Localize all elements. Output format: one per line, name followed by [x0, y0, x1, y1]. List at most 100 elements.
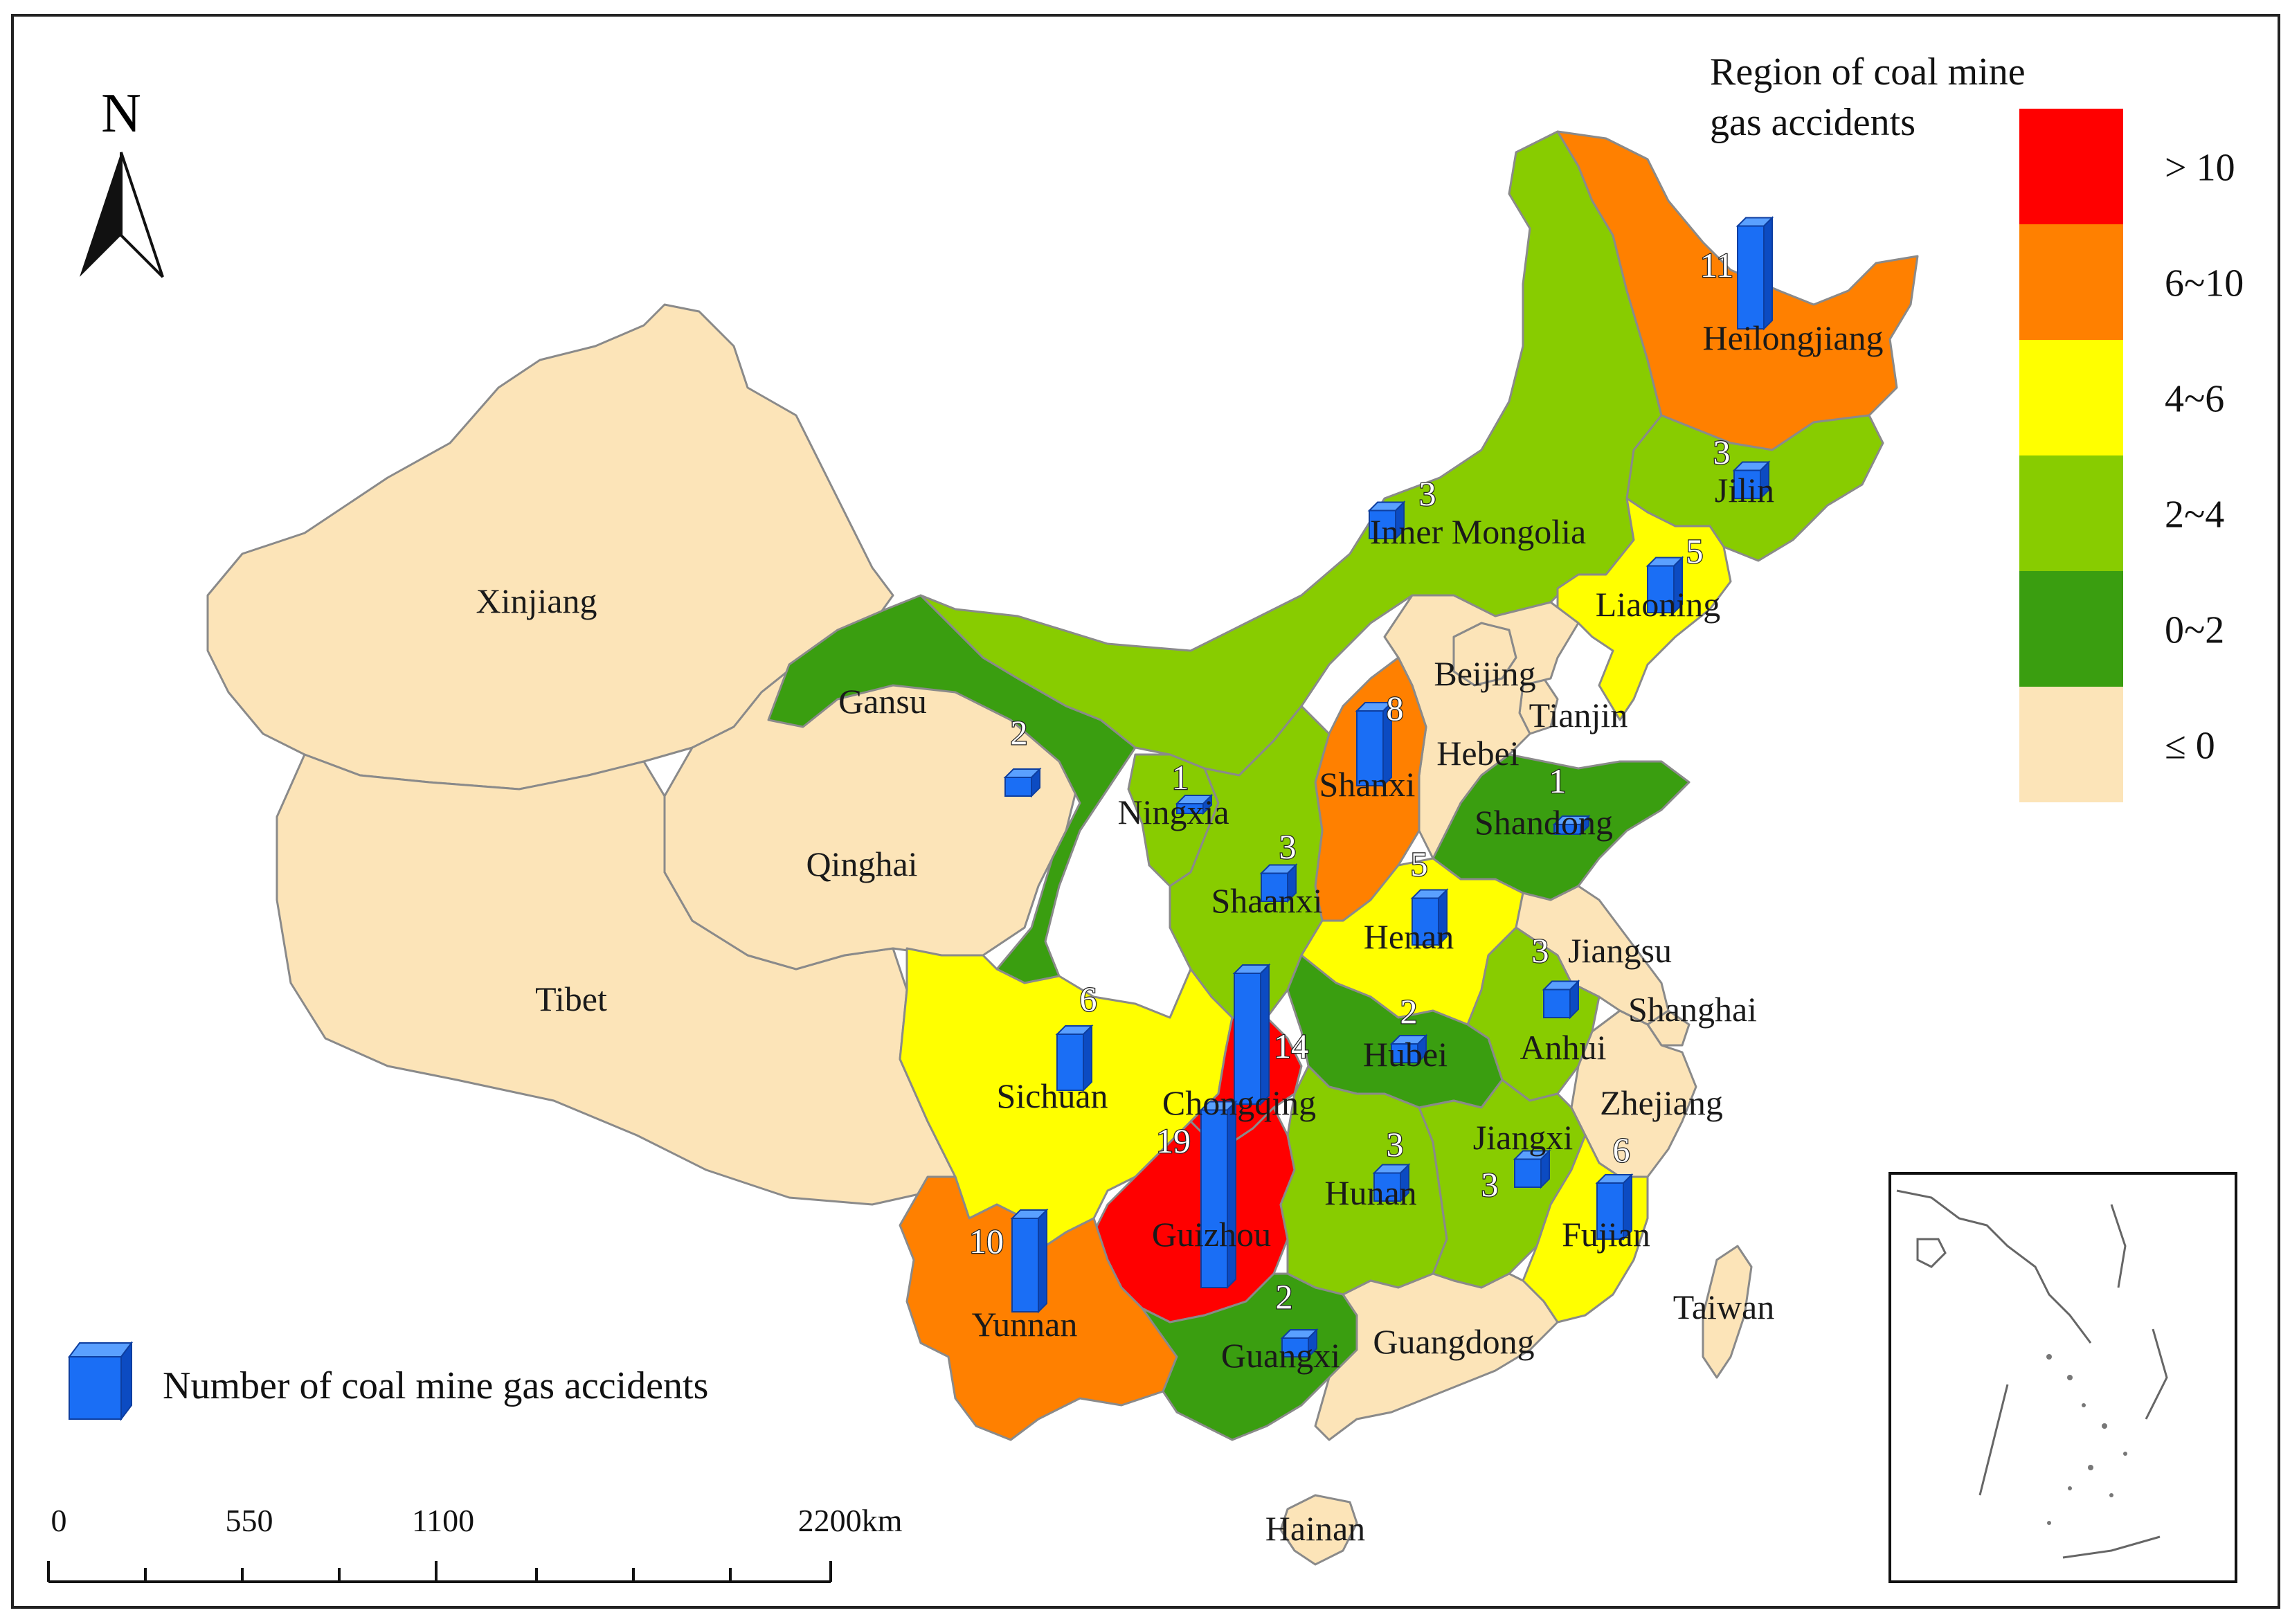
bar-value-shaanxi: 3 [1279, 827, 1297, 866]
bar-hubei [1389, 1034, 1428, 1065]
bar-value-gansu: 2 [1011, 713, 1028, 752]
bar-liaoning [1646, 556, 1684, 615]
province-label-shaanxi: Shaanxi [1211, 881, 1322, 920]
bar-value-hubei: 2 [1400, 992, 1418, 1031]
province-label-zhejiang: Zhejiang [1600, 1083, 1723, 1122]
legend-label-2to4: 2~4 [2165, 494, 2224, 536]
legend-title-line2: gas accidents [1710, 101, 1915, 144]
province-label-hebei: Hebei [1436, 734, 1519, 773]
bar-fujian [1595, 1173, 1634, 1241]
bar-anhui [1542, 980, 1580, 1020]
north-arrow-icon [80, 152, 164, 278]
bar-shandong [1552, 814, 1591, 836]
legend-swatch-4to6 [2019, 340, 2123, 455]
bar-value-fujian: 6 [1613, 1130, 1630, 1169]
province-label-jilin: Jilin [1715, 471, 1774, 509]
bar-jiangxi [1513, 1149, 1551, 1189]
legend-class-list: > 10 6~10 4~6 2~4 0~2 ≤ 0 [2019, 109, 2244, 802]
scale-tick-2200km: 2200km [798, 1503, 903, 1538]
bar-value-henan: 5 [1411, 845, 1428, 883]
province-label-yunnan: Yunnan [972, 1305, 1078, 1344]
bar-sichuan [1055, 1024, 1094, 1092]
province-label-hunan: Hunan [1324, 1173, 1416, 1212]
bar-heilongjiang [1735, 216, 1774, 331]
bar-legend-label: Number of coal mine gas accidents [163, 1364, 708, 1407]
legend-label-0to2: 0~2 [2165, 609, 2224, 652]
province-label-henan: Henan [1364, 917, 1454, 956]
legend-label-4to6: 4~6 [2165, 378, 2224, 421]
bar-yunnan [1010, 1208, 1049, 1314]
province-label-guangxi: Guangxi [1221, 1336, 1340, 1375]
province-label-taiwan: Taiwan [1673, 1288, 1774, 1326]
bar-value-heilongjiang: 11 [1700, 246, 1733, 285]
bar-value-inner-mongolia: 3 [1419, 474, 1436, 513]
bar-legend-icon [68, 1341, 133, 1421]
province-label-ningxia: Ningxia [1117, 793, 1229, 831]
province-label-hainan: Hainan [1265, 1509, 1365, 1548]
province-label-shandong: Shandong [1475, 803, 1613, 842]
bar-layer [1003, 216, 1774, 1359]
bar-value-guizhou: 19 [1156, 1121, 1191, 1160]
bar-shaanxi [1259, 863, 1298, 903]
province-label-fujian: Fujian [1562, 1215, 1650, 1254]
bar-shanxi [1355, 701, 1394, 788]
scale-tick-1100: 1100 [412, 1503, 474, 1538]
bar-jilin [1732, 460, 1771, 500]
province-label-hubei: Hubei [1363, 1035, 1448, 1074]
province-liaoning[interactable] [1556, 497, 1732, 721]
province-label-guangdong: Guangdong [1373, 1322, 1534, 1361]
bar-value-guangxi: 2 [1276, 1277, 1293, 1316]
province-label-chongqing: Chongqing [1162, 1083, 1316, 1122]
province-label-sichuan: Sichuan [996, 1076, 1108, 1115]
province-label-layer: Xinjiang Tibet Qinghai Gansu 2 Inner Mongolia… [476, 245, 1884, 1548]
bar-value-jilin: 3 [1713, 433, 1731, 471]
legend-swatch-gt10 [2019, 109, 2123, 224]
legend-swatch-0to2 [2019, 571, 2123, 687]
province-label-qinghai: Qinghai [806, 845, 917, 883]
province-label-heilongjiang: Heilongjiang [1702, 318, 1883, 357]
province-taiwan[interactable] [1702, 1245, 1753, 1379]
province-hainan[interactable] [1279, 1494, 1358, 1566]
bar-guizhou [1199, 1100, 1238, 1290]
bar-value-anhui: 3 [1532, 931, 1549, 970]
province-label-inner-mongolia: Inner Mongolia [1370, 512, 1586, 551]
legend-label-6to10: 6~10 [2165, 262, 2244, 305]
province-label-jiangsu: Jiangsu [1568, 931, 1672, 970]
province-label-tibet: Tibet [535, 980, 607, 1018]
bar-value-sichuan: 6 [1080, 980, 1097, 1018]
province-label-guizhou: Guizhou [1152, 1215, 1271, 1254]
province-label-shanghai: Shanghai [1628, 990, 1757, 1029]
bar-value-shanxi: 8 [1387, 689, 1404, 728]
bar-value-chongqing: 14 [1274, 1027, 1308, 1065]
province-label-tianjin: Tianjin [1529, 696, 1628, 734]
bar-value-shandong: 1 [1549, 761, 1567, 800]
province-label-beijing: Beijing [1434, 654, 1535, 693]
bar-value-ningxia: 1 [1172, 758, 1189, 797]
legend-title-line1: Region of coal mine [1710, 51, 2026, 93]
scale-bar [47, 1561, 832, 1583]
bar-value-liaoning: 5 [1686, 532, 1704, 570]
legend-swatch-le0 [2019, 687, 2123, 802]
bar-value-jiangxi: 3 [1481, 1165, 1499, 1204]
scale-tick-0: 0 [51, 1503, 67, 1538]
bar-ningxia [1175, 793, 1214, 815]
bar-value-hunan: 3 [1387, 1125, 1404, 1164]
bar-hunan [1372, 1163, 1411, 1203]
province-label-jiangxi: Jiangxi [1473, 1118, 1573, 1157]
province-label-xinjiang: Xinjiang [476, 581, 597, 620]
legend-swatch-2to4 [2019, 455, 2123, 571]
bar-value-yunnan: 10 [969, 1222, 1004, 1261]
bar-henan [1410, 888, 1449, 947]
province-label-anhui: Anhui [1520, 1028, 1607, 1067]
province-layer [206, 130, 1919, 1566]
legend-label-le0: ≤ 0 [2165, 725, 2215, 768]
bar-gansu [1003, 767, 1042, 798]
scale-tick-550: 550 [226, 1503, 273, 1538]
bar-chongqing [1232, 963, 1271, 1106]
north-label: N [101, 83, 141, 144]
province-label-liaoning: Liaoning [1596, 585, 1721, 624]
bar-inner-mongolia [1367, 500, 1406, 541]
province-guangdong[interactable] [1314, 1272, 1559, 1441]
